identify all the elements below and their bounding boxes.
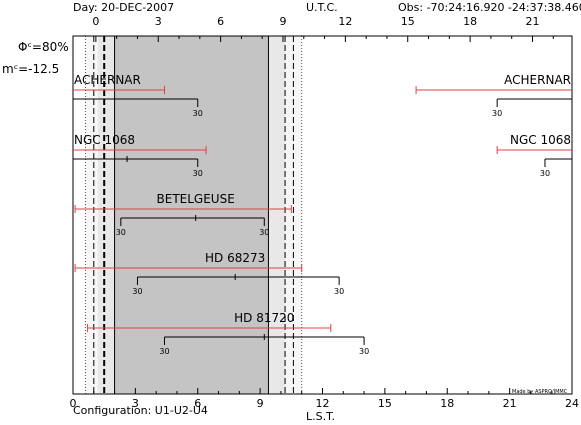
target-name-label: ACHERNAR	[74, 73, 141, 87]
phi-moon-label: Φᶜ=80%	[18, 40, 69, 54]
bottom-tick-label: 18	[440, 397, 454, 410]
credit-label: Made by ASPRO/JMMC	[512, 389, 568, 395]
bottom-tick-label: 3	[132, 397, 139, 410]
top-tick-label: 15	[401, 15, 415, 28]
track-elevation-label: 30	[159, 347, 169, 356]
axis-ticks: 0 3 6 9 12 15 18 21 24 0 3 6 9 12 15 18 21	[70, 15, 580, 410]
top-tick-label: 9	[279, 15, 286, 28]
utc-label: U.T.C.	[306, 1, 338, 14]
track-elevation-label: 30	[359, 347, 369, 356]
track-elevation-label: 30	[540, 169, 550, 178]
bottom-tick-label: 12	[316, 397, 330, 410]
track-elevation-label: 30	[116, 228, 126, 237]
top-tick-label: 0	[92, 15, 99, 28]
top-tick-label: 3	[155, 15, 162, 28]
track-elevation-label: 30	[193, 169, 203, 178]
bottom-tick-label: 0	[70, 397, 77, 410]
target-name-label-right: NGC 1068	[510, 133, 571, 147]
bottom-tick-label: 9	[257, 397, 264, 410]
target-row: ACHERNAR ACHERNAR 30 30	[73, 73, 572, 118]
track-elevation-label: 30	[492, 109, 502, 118]
top-tick-label: 21	[525, 15, 539, 28]
target-name-label: HD 68273	[205, 251, 265, 265]
track-elevation-label: 30	[259, 228, 269, 237]
observer-coordinates: Obs: -70:24:16.920 -24:37:38.460	[398, 1, 581, 14]
bottom-tick-label: 24	[565, 397, 579, 410]
configuration-label: Configuration: U1-U2-U4	[73, 404, 208, 417]
top-tick-label: 18	[463, 15, 477, 28]
target-tracks: ACHERNAR ACHERNAR 30 30 NGC 1068 NGC 1068 30 30…	[73, 73, 572, 356]
track-elevation-label: 30	[132, 287, 142, 296]
top-tick-label: 12	[338, 15, 352, 28]
target-name-label: HD 81720	[234, 311, 294, 325]
night-shading	[85, 36, 302, 394]
track-elevation-label: 30	[193, 109, 203, 118]
moon-magnitude-label: mᶜ=-12.5	[2, 62, 59, 76]
target-name-label-right: ACHERNAR	[504, 73, 571, 87]
night-band	[114, 36, 269, 394]
target-name-label: NGC 1068	[74, 133, 135, 147]
target-row: NGC 1068 NGC 1068 30 30	[73, 133, 572, 178]
target-row: HD 68273 30 30	[74, 251, 344, 296]
bottom-tick-label: 21	[503, 397, 517, 410]
bottom-tick-label: 15	[378, 397, 392, 410]
track-elevation-label: 30	[334, 287, 344, 296]
target-row: BETELGEUSE 30 30	[74, 192, 292, 237]
top-tick-label: 6	[217, 15, 224, 28]
target-row: HD 81720 30 30	[87, 311, 369, 356]
day-label: Day: 20-DEC-2007	[73, 1, 174, 14]
lst-axis-label: L.S.T.	[306, 410, 335, 423]
target-name-label: BETELGEUSE	[157, 192, 235, 206]
bottom-tick-label: 6	[194, 397, 201, 410]
twilight-markers	[84, 36, 303, 394]
